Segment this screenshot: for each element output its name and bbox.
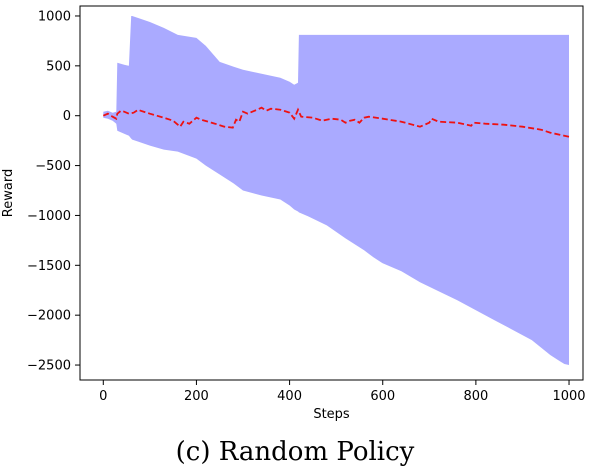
x-tick-label: 1000 — [552, 389, 585, 404]
band-layer — [103, 16, 570, 365]
y-axis-label: Reward — [1, 169, 16, 217]
x-tick-label: 800 — [463, 389, 488, 404]
y-tick-label: −1000 — [27, 209, 71, 224]
series-line-0 — [102, 106, 570, 138]
x-axis-label: Steps — [313, 407, 350, 422]
y-tick-label: −1500 — [27, 259, 71, 274]
y-tick-label: 1000 — [38, 9, 71, 24]
figure-caption: (c) Random Policy — [175, 437, 415, 467]
y-tick-label: −2000 — [27, 309, 71, 324]
y-tick-label: −2500 — [27, 359, 71, 374]
y-tick-label: 500 — [46, 59, 71, 74]
y-ticks: −2500 −2000 −1500 −1000 −500 0 500 1000 — [27, 9, 80, 374]
plot-frame — [79, 5, 584, 381]
line-layer — [102, 106, 570, 138]
x-tick-label: 400 — [277, 389, 302, 404]
y-tick-label: 0 — [63, 109, 71, 124]
x-tick-label: 0 — [99, 389, 107, 404]
x-ticks: 0 200 400 600 800 1000 — [99, 380, 586, 404]
y-tick-label: −500 — [35, 159, 71, 174]
x-tick-label: 600 — [370, 389, 395, 404]
x-tick-label: 200 — [184, 389, 209, 404]
range-band — [103, 16, 570, 365]
